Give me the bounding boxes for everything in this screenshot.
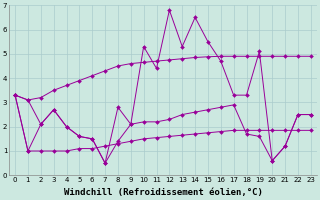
X-axis label: Windchill (Refroidissement éolien,°C): Windchill (Refroidissement éolien,°C) [63,188,262,197]
